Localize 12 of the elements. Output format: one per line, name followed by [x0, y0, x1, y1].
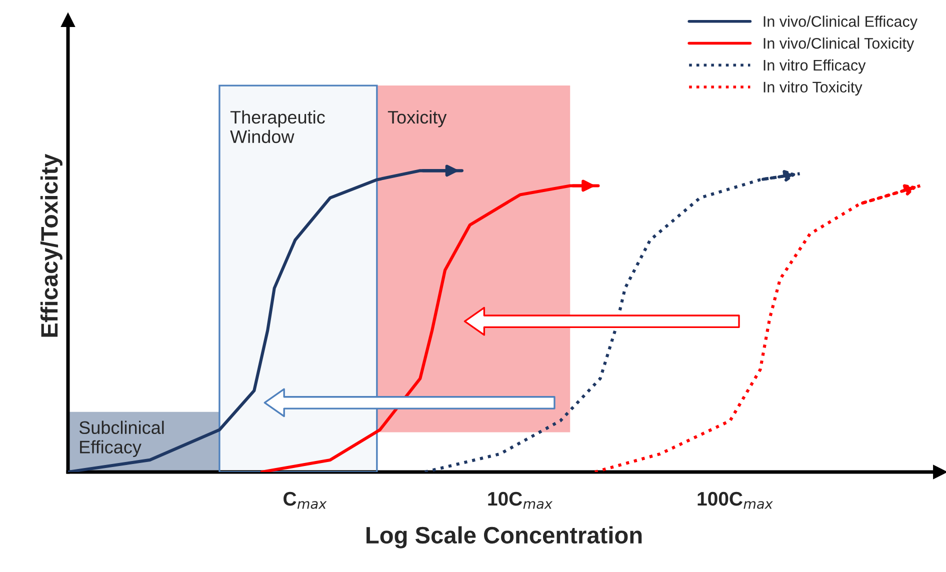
- legend-label: In vitro Efficacy: [764, 59, 866, 74]
- legend-label: In vivo/Clinical Efficacy: [764, 16, 918, 30]
- x-tick-label: 10C$_{max}$: [488, 492, 553, 509]
- x-axis-title: Log Scale Concentration: [366, 526, 642, 548]
- x-tick-label: C$_{max}$: [284, 492, 327, 509]
- y-axis-title: Efficacy/Toxicity: [40, 154, 62, 337]
- band-label: Toxicity: [388, 110, 447, 128]
- legend-label: In vivo/Clinical Toxicity: [764, 38, 914, 52]
- band-label: Subclinical Efficacy: [79, 420, 164, 458]
- legend-label: In vitro Toxicity: [764, 81, 862, 96]
- x-tick-label: 100C$_{max}$: [698, 492, 773, 509]
- band-label: Therapeutic Window: [230, 110, 325, 144]
